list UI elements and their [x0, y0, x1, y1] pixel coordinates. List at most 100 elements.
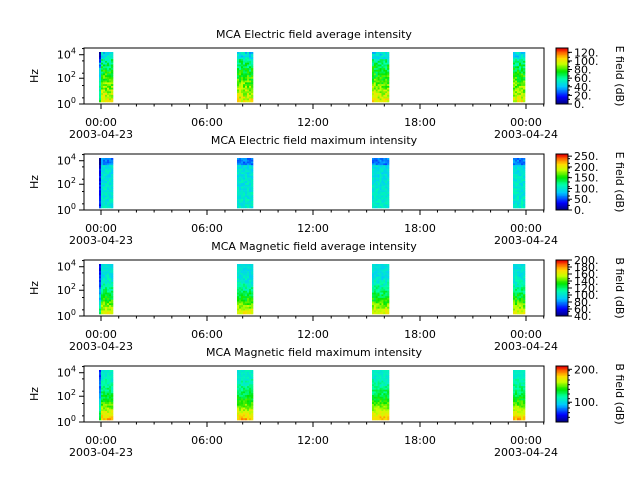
spectrogram-cell [237, 416, 240, 419]
spectrogram-cell [101, 280, 104, 283]
spectrogram-cell [377, 297, 380, 301]
spectrogram-cell [251, 308, 254, 311]
spectrogram-cell [111, 174, 114, 177]
colorbar-swatch [556, 84, 568, 87]
spectrogram-cell [385, 75, 388, 78]
spectrogram-cell [109, 66, 112, 69]
spectrogram-cell [249, 269, 252, 272]
spectrogram-cell [377, 308, 380, 311]
spectrogram-cell [375, 395, 378, 398]
spectrogram-cell [111, 57, 114, 60]
colorbar-swatch [556, 52, 568, 54]
spectrogram-cell [381, 405, 384, 408]
spectrogram-cell [103, 377, 106, 380]
spectrogram-cell [237, 177, 240, 180]
spectrogram-cell [513, 280, 516, 283]
spectrogram-cell [385, 177, 388, 180]
colorbar-swatch [556, 77, 568, 80]
spectrogram-cell [383, 174, 386, 177]
spectrogram-cell [513, 393, 516, 396]
spectrogram-cell [387, 77, 390, 80]
spectrogram-cell [379, 267, 382, 270]
spectrogram-cell [519, 280, 522, 283]
spectrogram-cell [103, 272, 106, 276]
spectrogram-cell [515, 271, 518, 274]
spectrogram-cell [243, 71, 246, 74]
spectrogram-cell [237, 62, 240, 65]
spectrogram-cell [513, 272, 516, 276]
spectrogram-cell [251, 380, 254, 383]
spectrogram-cell [517, 292, 520, 295]
spectrogram-cell [249, 387, 252, 390]
spectrogram-cell [379, 276, 382, 279]
spectrogram-cell [387, 200, 390, 203]
spectrogram-cell [99, 405, 102, 408]
spectrogram-cell [385, 190, 388, 193]
spectrogram-cell [105, 98, 108, 101]
spectrogram-cell [103, 281, 106, 284]
spectrogram-cell [101, 78, 104, 81]
spectrogram-cell [111, 414, 114, 417]
spectrogram-cell [237, 100, 240, 103]
spectrogram-cell [377, 206, 380, 209]
spectrogram-cell [372, 69, 375, 72]
spectrogram-cell [107, 378, 110, 382]
spectrogram-cell [103, 199, 106, 202]
spectrogram-cell [372, 159, 375, 162]
spectrogram-cell [381, 400, 384, 403]
spectrogram-cell [383, 57, 386, 60]
spectrogram-cell [103, 64, 106, 67]
spectrogram-cell [387, 310, 390, 313]
spectrogram-cell [237, 283, 240, 286]
colorbar-swatch [556, 296, 568, 299]
spectrogram-cell [375, 289, 378, 292]
spectrogram-cell [245, 174, 248, 177]
spectrogram-cell [521, 393, 524, 396]
spectrogram-cell [515, 407, 518, 410]
colorbar-tick-label: 140. [574, 275, 599, 288]
spectrogram-cell [523, 89, 526, 92]
spectrogram-cell [103, 305, 106, 308]
spectrogram-cell [379, 73, 382, 76]
spectrogram-cell [107, 281, 110, 284]
spectrogram-cell [99, 396, 102, 399]
spectrogram-cell [245, 265, 248, 268]
spectrogram-cell [521, 53, 524, 56]
spectrogram-cell [243, 292, 246, 295]
y-tick-label: 104 [57, 365, 76, 380]
spectrogram-cell [373, 296, 377, 299]
spectrogram-cell [381, 84, 384, 87]
spectrogram-cell [513, 96, 516, 99]
spectrogram-cell [372, 68, 375, 71]
spectrogram-cell [247, 195, 250, 198]
spectrogram-cell [377, 200, 380, 203]
spectrogram-cell [377, 175, 380, 178]
spectrogram-cell [513, 400, 516, 403]
spectrogram-cell [101, 204, 104, 207]
spectrogram-cell [107, 60, 110, 64]
spectrogram-cell [375, 382, 378, 385]
spectrogram-cell [243, 398, 246, 401]
spectrogram-cell [375, 85, 378, 89]
spectrogram-cell [515, 158, 518, 161]
spectrogram-cell [239, 306, 242, 309]
spectrogram-cell [387, 168, 390, 171]
colorbar-swatch [556, 97, 568, 99]
spectrogram-cell [103, 60, 106, 64]
spectrogram-cell [523, 177, 526, 180]
spectrogram-cell [245, 195, 248, 198]
spectrogram-cell [243, 405, 246, 408]
spectrogram-cell [109, 269, 112, 272]
spectrogram-cell [99, 400, 102, 403]
spectrogram-cell [251, 377, 254, 380]
spectrogram-cell [111, 398, 114, 401]
spectrogram-cell [387, 378, 390, 382]
spectrogram-cell [377, 93, 380, 96]
spectrogram-cell [245, 386, 248, 389]
spectrogram-cell [109, 55, 112, 58]
spectrogram-cell [381, 78, 384, 81]
spectrogram-cell [109, 393, 112, 396]
spectrogram-cell [247, 414, 250, 417]
spectrogram-cell [107, 395, 110, 398]
spectrogram-cell [373, 57, 377, 60]
